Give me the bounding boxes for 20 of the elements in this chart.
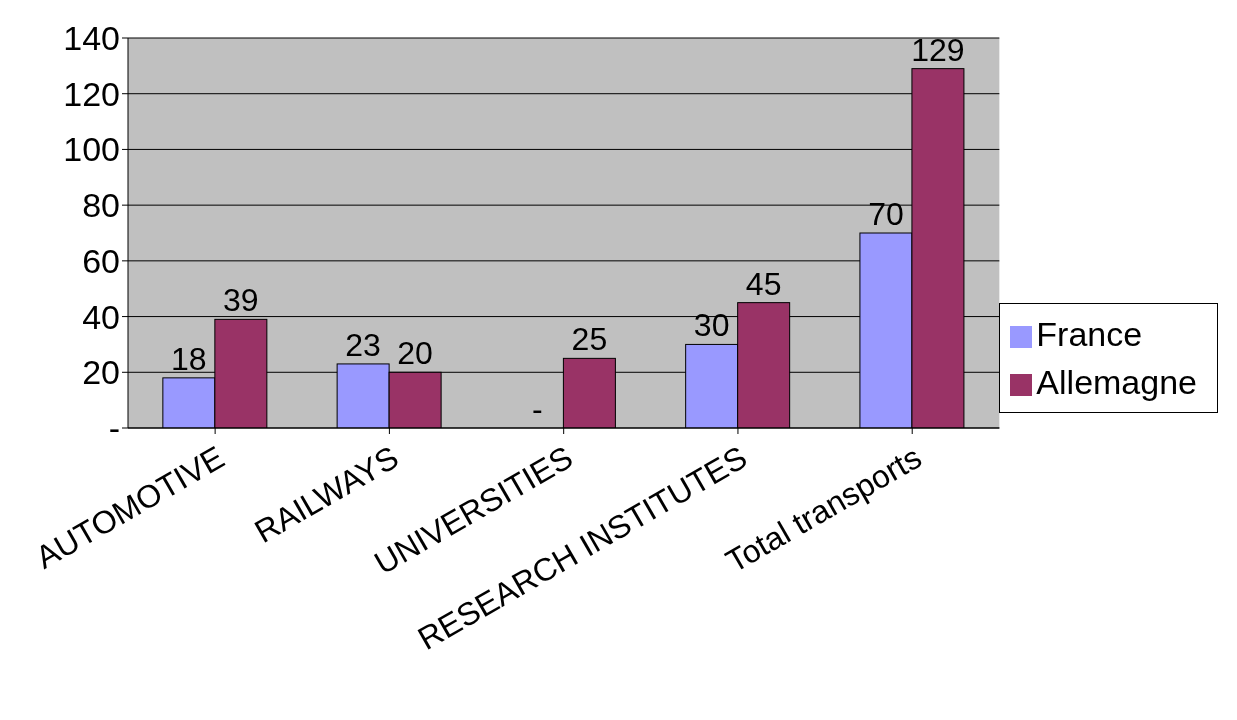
y-tick-label: 120	[63, 74, 120, 113]
y-tick-label: -	[108, 409, 120, 448]
y-tick-label: 140	[63, 19, 120, 58]
data-label: 129	[911, 31, 965, 68]
y-tick-label: 20	[82, 353, 120, 392]
data-label: 20	[397, 335, 433, 372]
y-tick-label: 100	[63, 130, 120, 169]
data-label: 39	[223, 282, 259, 319]
data-label: 25	[571, 321, 608, 358]
y-tick-label: 60	[82, 241, 120, 280]
data-label: -	[532, 391, 543, 427]
y-tick-label: 80	[82, 186, 120, 225]
data-label: 18	[171, 340, 207, 377]
data-label: 70	[868, 196, 904, 232]
legend-label: France	[1036, 315, 1143, 353]
data-label: 45	[745, 265, 782, 302]
legend-label: Allemagne	[1036, 363, 1197, 401]
y-tick-label: 40	[82, 297, 120, 336]
data-label: 23	[345, 326, 381, 363]
data-label: 30	[693, 307, 730, 344]
